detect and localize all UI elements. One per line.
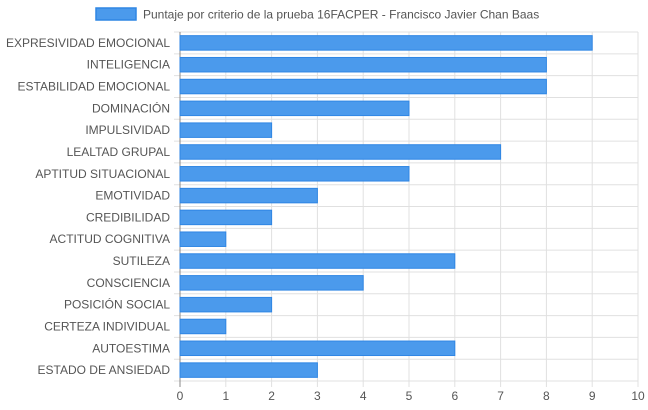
bars xyxy=(179,35,593,378)
category-label: CREDIBILIDAD xyxy=(86,210,170,224)
x-tick-label: 9 xyxy=(589,389,596,403)
x-tick-label: 2 xyxy=(268,389,275,403)
category-label: EXPRESIVIDAD EMOCIONAL xyxy=(6,36,170,50)
category-label: SUTILEZA xyxy=(113,254,170,268)
bar[interactable] xyxy=(179,209,273,226)
x-tick-label: 1 xyxy=(222,389,229,403)
bar[interactable] xyxy=(179,253,456,269)
bar[interactable] xyxy=(179,296,273,313)
category-labels: EXPRESIVIDAD EMOCIONAL INTELIGENCIA ESTABI… xyxy=(6,36,170,377)
x-tick-label: 8 xyxy=(543,389,550,403)
bar[interactable] xyxy=(179,362,318,378)
category-label: CONSCIENCIA xyxy=(87,276,170,290)
x-tick-label: 10 xyxy=(631,389,645,403)
bar[interactable] xyxy=(179,275,364,291)
x-tick-label: 3 xyxy=(314,389,321,403)
category-label: LEALTAD GRUPAL xyxy=(67,145,171,159)
category-label: IMPULSIVIDAD xyxy=(85,123,170,137)
category-label: APTITUD SITUACIONAL xyxy=(35,167,170,181)
x-tick-label: 6 xyxy=(451,389,458,403)
bar[interactable] xyxy=(179,166,410,182)
bar[interactable] xyxy=(179,100,410,117)
bar[interactable] xyxy=(179,122,273,138)
category-label: DOMINACIÓN xyxy=(92,100,170,115)
category-label: ESTABILIDAD EMOCIONAL xyxy=(18,80,171,94)
legend[interactable]: Puntaje por criterio de la prueba 16FACP… xyxy=(95,7,539,22)
legend-label: Puntaje por criterio de la prueba 16FACP… xyxy=(143,8,539,22)
category-label: ACTITUD COGNITIVA xyxy=(50,232,170,246)
x-tick-label: 0 xyxy=(177,389,184,403)
category-label: ESTADO DE ANSIEDAD xyxy=(38,363,171,377)
category-label: AUTOESTIMA xyxy=(92,341,170,355)
bar[interactable] xyxy=(179,318,227,335)
bar[interactable] xyxy=(179,187,318,204)
x-tick-label: 5 xyxy=(406,389,413,403)
bar[interactable] xyxy=(179,35,593,51)
category-label: POSICIÓN SOCIAL xyxy=(64,297,170,312)
category-label: INTELIGENCIA xyxy=(87,58,170,72)
bar[interactable] xyxy=(179,78,547,95)
category-label: EMOTIVIDAD xyxy=(95,189,170,203)
bar[interactable] xyxy=(179,231,227,247)
x-tick-label: 4 xyxy=(360,389,367,403)
x-axis-ticks: 0 1 2 3 4 5 6 7 8 9 10 xyxy=(177,389,645,403)
legend-swatch xyxy=(95,7,137,21)
bar[interactable] xyxy=(179,340,456,357)
x-tick-label: 7 xyxy=(497,389,504,403)
category-label: CERTEZA INDIVIDUAL xyxy=(44,319,170,333)
bar[interactable] xyxy=(179,56,547,73)
grid-lines xyxy=(174,31,639,387)
bar[interactable] xyxy=(179,144,502,160)
